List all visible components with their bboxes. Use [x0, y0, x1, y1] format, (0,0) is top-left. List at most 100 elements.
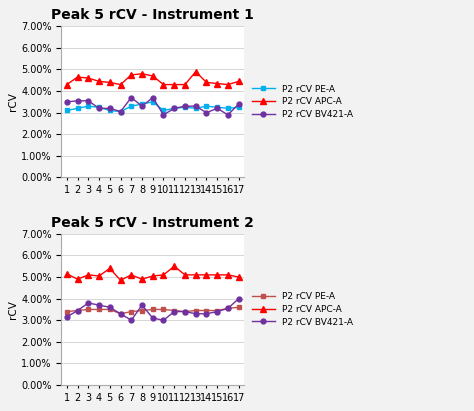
- P2 rCV BV421-A: [214, 106, 220, 111]
- P2 rCV BV421-A: [182, 104, 188, 109]
- P2 rCV APC-A: [161, 272, 166, 277]
- Y-axis label: rCV: rCV: [9, 92, 18, 111]
- P2 rCV PE-A: [225, 306, 231, 311]
- P2 rCV BV421-A: [139, 104, 145, 109]
- P2 rCV BV421-A: [150, 95, 155, 100]
- P2 rCV PE-A: [204, 308, 210, 313]
- P2 rCV BV421-A: [96, 106, 102, 111]
- P2 rCV BV421-A: [236, 296, 242, 301]
- Line: P2 rCV APC-A: P2 rCV APC-A: [64, 263, 242, 284]
- P2 rCV BV421-A: [204, 110, 210, 115]
- P2 rCV APC-A: [96, 273, 102, 278]
- P2 rCV BV421-A: [236, 102, 242, 106]
- P2 rCV PE-A: [96, 105, 102, 110]
- P2 rCV APC-A: [107, 266, 113, 271]
- P2 rCV PE-A: [161, 307, 166, 312]
- P2 rCV PE-A: [161, 108, 166, 113]
- P2 rCV PE-A: [128, 309, 134, 314]
- P2 rCV APC-A: [150, 273, 155, 278]
- P2 rCV PE-A: [75, 106, 81, 111]
- P2 rCV BV421-A: [75, 308, 81, 313]
- P2 rCV BV421-A: [128, 318, 134, 323]
- P2 rCV APC-A: [236, 275, 242, 279]
- P2 rCV APC-A: [172, 82, 177, 87]
- P2 rCV BV421-A: [172, 106, 177, 111]
- P2 rCV PE-A: [182, 309, 188, 314]
- P2 rCV PE-A: [204, 104, 210, 109]
- P2 rCV BV421-A: [139, 302, 145, 307]
- P2 rCV PE-A: [150, 99, 155, 104]
- Legend: P2 rCV PE-A, P2 rCV APC-A, P2 rCV BV421-A: P2 rCV PE-A, P2 rCV APC-A, P2 rCV BV421-…: [250, 83, 355, 121]
- P2 rCV APC-A: [107, 80, 113, 85]
- P2 rCV PE-A: [85, 307, 91, 312]
- P2 rCV PE-A: [225, 106, 231, 111]
- P2 rCV APC-A: [182, 272, 188, 277]
- P2 rCV BV421-A: [182, 309, 188, 314]
- P2 rCV APC-A: [96, 79, 102, 84]
- P2 rCV PE-A: [118, 311, 123, 316]
- P2 rCV BV421-A: [193, 104, 199, 109]
- Line: P2 rCV PE-A: P2 rCV PE-A: [64, 305, 241, 316]
- P2 rCV BV421-A: [225, 112, 231, 117]
- P2 rCV BV421-A: [161, 318, 166, 323]
- P2 rCV APC-A: [150, 74, 155, 79]
- P2 rCV APC-A: [118, 82, 123, 87]
- P2 rCV BV421-A: [75, 98, 81, 103]
- P2 rCV APC-A: [193, 69, 199, 74]
- P2 rCV BV421-A: [214, 309, 220, 314]
- Line: P2 rCV PE-A: P2 rCV PE-A: [64, 99, 241, 114]
- P2 rCV APC-A: [172, 264, 177, 269]
- P2 rCV PE-A: [64, 108, 70, 113]
- P2 rCV APC-A: [85, 76, 91, 81]
- Title: Peak 5 rCV - Instrument 1: Peak 5 rCV - Instrument 1: [51, 8, 254, 22]
- P2 rCV PE-A: [193, 106, 199, 111]
- P2 rCV APC-A: [75, 74, 81, 79]
- P2 rCV APC-A: [128, 272, 134, 277]
- P2 rCV BV421-A: [193, 311, 199, 316]
- P2 rCV BV421-A: [204, 311, 210, 316]
- P2 rCV PE-A: [214, 105, 220, 110]
- P2 rCV BV421-A: [150, 316, 155, 321]
- P2 rCV PE-A: [236, 305, 242, 310]
- P2 rCV PE-A: [85, 104, 91, 109]
- P2 rCV APC-A: [64, 82, 70, 87]
- P2 rCV APC-A: [214, 81, 220, 86]
- P2 rCV APC-A: [139, 72, 145, 76]
- Legend: P2 rCV PE-A, P2 rCV APC-A, P2 rCV BV421-A: P2 rCV PE-A, P2 rCV APC-A, P2 rCV BV421-…: [250, 291, 355, 328]
- P2 rCV APC-A: [214, 272, 220, 277]
- P2 rCV APC-A: [161, 82, 166, 87]
- P2 rCV PE-A: [128, 104, 134, 109]
- P2 rCV BV421-A: [128, 95, 134, 100]
- P2 rCV BV421-A: [85, 300, 91, 305]
- P2 rCV APC-A: [139, 277, 145, 282]
- P2 rCV BV421-A: [107, 305, 113, 310]
- P2 rCV APC-A: [118, 278, 123, 283]
- P2 rCV APC-A: [236, 79, 242, 84]
- Y-axis label: rCV: rCV: [9, 300, 18, 319]
- P2 rCV BV421-A: [161, 112, 166, 117]
- P2 rCV BV421-A: [64, 99, 70, 104]
- P2 rCV PE-A: [107, 108, 113, 113]
- P2 rCV APC-A: [204, 80, 210, 85]
- P2 rCV PE-A: [172, 308, 177, 313]
- P2 rCV APC-A: [75, 277, 81, 282]
- P2 rCV PE-A: [118, 109, 123, 114]
- Line: P2 rCV BV421-A: P2 rCV BV421-A: [64, 95, 241, 117]
- P2 rCV PE-A: [214, 308, 220, 313]
- P2 rCV PE-A: [172, 106, 177, 111]
- P2 rCV PE-A: [193, 308, 199, 313]
- P2 rCV BV421-A: [64, 314, 70, 319]
- P2 rCV PE-A: [96, 307, 102, 312]
- P2 rCV BV421-A: [172, 309, 177, 314]
- P2 rCV APC-A: [182, 82, 188, 87]
- P2 rCV PE-A: [236, 105, 242, 110]
- P2 rCV APC-A: [64, 271, 70, 276]
- P2 rCV PE-A: [150, 307, 155, 312]
- P2 rCV APC-A: [204, 272, 210, 277]
- Line: P2 rCV APC-A: P2 rCV APC-A: [64, 69, 242, 88]
- P2 rCV BV421-A: [118, 109, 123, 114]
- P2 rCV PE-A: [139, 102, 145, 106]
- P2 rCV APC-A: [193, 272, 199, 277]
- P2 rCV BV421-A: [85, 98, 91, 103]
- P2 rCV PE-A: [182, 105, 188, 110]
